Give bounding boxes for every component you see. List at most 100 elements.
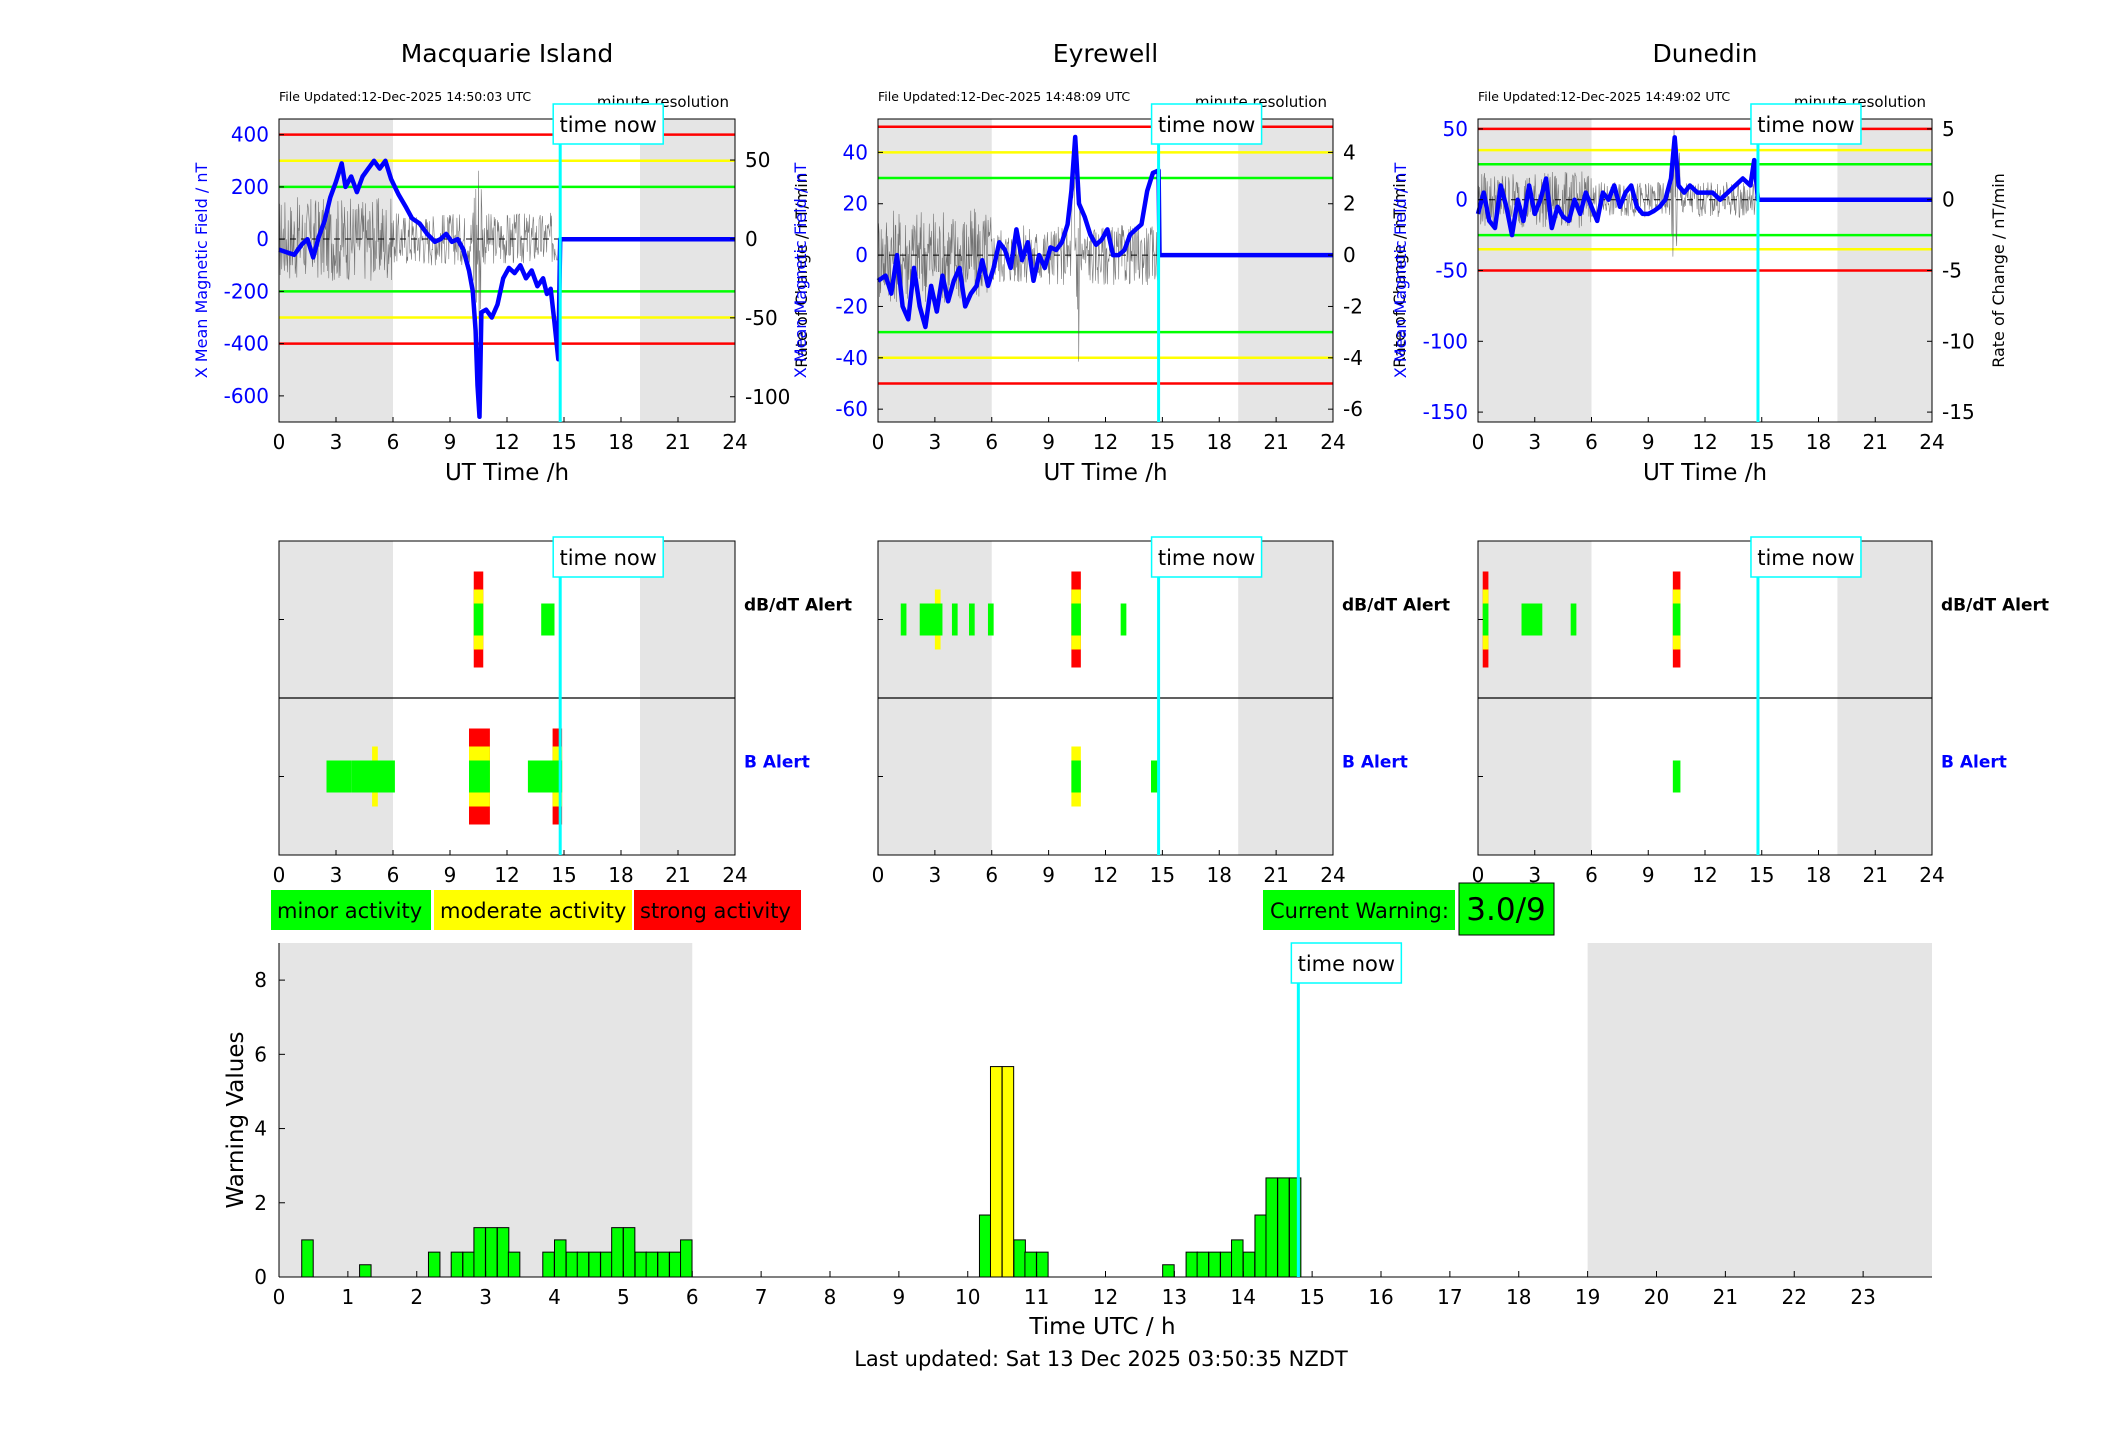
warning-bar	[1001, 1066, 1015, 1278]
x-tick-label: 21	[1863, 430, 1888, 454]
x-tick-label: 3	[929, 430, 942, 454]
x-tick-label: 12	[1093, 430, 1118, 454]
x-tick-label: 18	[1506, 1285, 1531, 1309]
y-tick-label: 0	[855, 243, 868, 267]
current-warning-label-box	[1263, 890, 1455, 930]
warning-bar	[669, 1251, 682, 1278]
y-axis-label-right: Rate of Change / nT/min	[1989, 173, 2008, 368]
x-tick-label: 21	[1713, 1285, 1738, 1309]
y-tick-label: 6	[254, 1042, 267, 1066]
y-tick-label: 4	[254, 1117, 267, 1141]
alert-mark-minor	[469, 760, 490, 793]
warning-bar	[611, 1227, 624, 1278]
y-tick-label: -400	[224, 332, 269, 356]
x-tick-label: 24	[722, 430, 747, 454]
x-tick-label: 0	[1472, 863, 1485, 887]
station-title: Eyrewell	[1053, 39, 1158, 68]
y-tick-label: -60	[835, 397, 868, 421]
night-shade	[279, 943, 693, 1277]
x-tick-label: 21	[665, 430, 690, 454]
alert-mark-minor	[1672, 760, 1681, 793]
x-tick-label: 9	[1042, 863, 1055, 887]
x-axis-label: UT Time /h	[1643, 460, 1767, 486]
y-tick-label-right: -15	[1942, 400, 1975, 424]
x-tick-label: 1	[342, 1285, 355, 1309]
x-tick-label: 3	[479, 1285, 492, 1309]
legend-label-0: minor activity	[277, 899, 422, 923]
alert-mark-minor	[1120, 603, 1127, 636]
warning-bar	[496, 1227, 510, 1278]
x-tick-label: 6	[686, 1285, 699, 1309]
warning-bar	[542, 1251, 555, 1278]
field-panel-3: Dunedin File Updated:12-Dec-2025 14:49:02…	[1391, 39, 2008, 486]
warning-bar	[978, 1214, 992, 1278]
x-tick-label: 20	[1644, 1285, 1669, 1309]
y-tick-label-right: 0	[1343, 243, 1356, 267]
x-tick-label: 0	[872, 863, 885, 887]
legend-label-2: strong activity	[640, 899, 791, 923]
legend-swatch-2	[634, 890, 801, 930]
alert-mark-minor	[900, 603, 907, 636]
magnetic-field-line	[1475, 135, 1932, 238]
x-tick-label: 18	[1207, 863, 1232, 887]
y-tick-label: -200	[224, 279, 269, 303]
y-tick-label: 20	[843, 192, 868, 216]
current-warning-label: Current Warning:	[1270, 899, 1449, 923]
warning-bar	[1185, 1251, 1199, 1278]
y-tick-label: 50	[1443, 117, 1468, 141]
x-tick-label: 15	[1749, 430, 1774, 454]
warning-bar	[657, 1251, 670, 1278]
warning-bar	[600, 1251, 613, 1278]
x-tick-label: 0	[273, 430, 286, 454]
night-shade	[1587, 943, 1932, 1277]
warning-bar	[450, 1251, 464, 1278]
y-tick-label-right: -4	[1343, 346, 1363, 370]
time-now-box	[552, 536, 664, 578]
time-now-label: time now	[1757, 113, 1854, 137]
warning-bar	[645, 1251, 659, 1278]
x-tick-label: 21	[1263, 430, 1288, 454]
warning-bar	[554, 1239, 567, 1278]
y-axis-label: Warning Values	[223, 1031, 249, 1208]
x-tick-label: 18	[1806, 430, 1831, 454]
row-label-dbdt: dB/dT Alert	[1941, 596, 2049, 616]
warning-bar	[1231, 1239, 1244, 1278]
x-tick-label: 18	[1207, 430, 1232, 454]
x-tick-label: 4	[548, 1285, 561, 1309]
time-now-label: time now	[1158, 113, 1255, 137]
file-updated-text: File Updated:12-Dec-2025 14:48:09 UTC	[878, 89, 1130, 104]
y-tick-label-right: -10	[1942, 329, 1975, 353]
y-tick-label-right: 0	[1942, 188, 1955, 212]
x-tick-label: 21	[665, 863, 690, 887]
warning-bar	[576, 1251, 590, 1278]
warning-bar	[1254, 1214, 1267, 1278]
field-panel-1: Macquarie Island File Updated:12-Dec-2025…	[192, 39, 811, 486]
warning-bar	[301, 1239, 314, 1278]
warning-bar	[565, 1251, 579, 1278]
time-now-box	[1150, 103, 1263, 145]
night-shade	[279, 119, 393, 422]
x-tick-label: 13	[1162, 1285, 1187, 1309]
x-tick-label: 6	[1585, 430, 1598, 454]
night-shade	[1238, 119, 1333, 422]
y-tick-label: -50	[1435, 259, 1468, 283]
y-axis-label-right: Rate of Change / nT/min	[1390, 173, 1409, 368]
y-axis-label-left: X Mean Magnetic Field / nT	[791, 163, 810, 379]
alert-mark-minor	[1071, 603, 1081, 636]
alert-panel-2: dB/dT Alert B Alert 0 3 6 9 12 15 18 21 24	[872, 540, 1450, 887]
x-tick-label: 7	[755, 1285, 768, 1309]
x-tick-label: 23	[1850, 1285, 1875, 1309]
x-tick-label: 3	[1528, 430, 1541, 454]
warning-bar	[1036, 1251, 1049, 1278]
y-tick-label: 8	[254, 968, 267, 992]
row-label-b: B Alert	[1342, 753, 1408, 773]
alert-mark-minor	[1672, 603, 1681, 636]
time-now-label: time now	[559, 546, 656, 570]
x-tick-label: 24	[1919, 863, 1944, 887]
warning-bar	[1024, 1251, 1037, 1278]
y-tick-label: 0	[254, 1265, 267, 1289]
current-warning-value-box	[1458, 882, 1555, 936]
y-axis-label-left: X Mean Magnetic Field / nT	[1391, 163, 1410, 379]
x-tick-label: 21	[1263, 863, 1288, 887]
